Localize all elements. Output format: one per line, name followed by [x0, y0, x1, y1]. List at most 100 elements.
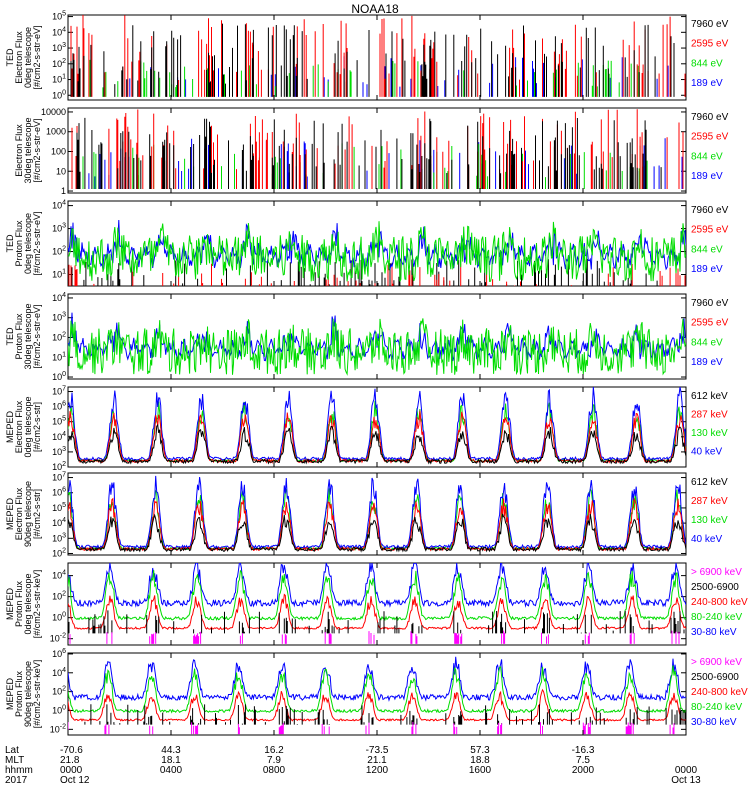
y-axis-label-line: Proton Flux [14, 220, 24, 267]
y-tick-label: 106 [52, 401, 66, 412]
y-axis-label-line: 30deg telescope [23, 117, 33, 183]
y-tick-label: 10 [56, 166, 66, 176]
x-row-label: MLT [5, 755, 24, 766]
series-2500-6900 [68, 704, 686, 725]
series-844ev [68, 221, 686, 283]
x-tick-label: 1600 [469, 765, 492, 776]
y-tick-label: 100 [51, 146, 66, 156]
y-axis-label-line: 90deg telescope [23, 481, 33, 547]
y-axis-label-line: 0deg telescope [23, 213, 33, 274]
legend-entry: 189 eV [691, 357, 723, 368]
y-tick-label: 103 [52, 446, 66, 457]
legend-entry: 2500-6900 [691, 672, 739, 683]
y-axis-label-line: [#/cm2-s-str-keV] [32, 570, 42, 639]
y-axis-label-line: Proton Flux [14, 670, 24, 717]
y-axis-label-line: Electron Flux [14, 31, 24, 84]
y-axis-label-line: [#/cm2-s-str-eV] [32, 304, 42, 368]
series-30-80kev [68, 563, 686, 608]
y-axis-label-line: 0deg telescope [23, 396, 33, 457]
x-tick-label: Oct 12 [60, 775, 90, 786]
legend-entry: 844 eV [691, 244, 723, 255]
y-axis-label-line: 0deg telescope [23, 27, 33, 88]
legend-entry: 189 eV [691, 78, 723, 89]
legend-entry: 287 keV [691, 409, 728, 420]
x-tick-label: 0800 [263, 765, 286, 776]
panel-traces [70, 15, 686, 97]
y-tick-label: 103 [52, 42, 66, 53]
series-7960ev [76, 117, 686, 189]
legend-entry: 30-80 keV [691, 627, 737, 638]
series-40kev [68, 387, 686, 462]
y-tick-label: 101 [52, 269, 66, 280]
x-tick-label: 21.8 [60, 755, 80, 766]
y-axis-label-line: Proton Flux [14, 580, 24, 627]
legend-entry: 612 keV [691, 477, 728, 488]
panel-2: 1 10 100 1000 10000 Electron Flux 30deg telesc… [14, 107, 729, 196]
y-tick-label: 104 [52, 517, 66, 528]
y-axis-label-line: [#/cm2-s-str-eV] [32, 25, 42, 89]
y-tick-label: 102 [52, 331, 66, 342]
series-844ev [68, 318, 686, 376]
y-axis-label-line: Electron Flux [14, 487, 24, 540]
legend-entry: 40 keV [691, 446, 722, 457]
y-tick-label: 100 [52, 371, 66, 382]
panel-3: 101 102 103 104 TED Proton Flux 0deg telescope… [5, 200, 729, 287]
legend-entry: 7960 eV [691, 298, 729, 309]
series-7960ev [70, 23, 675, 97]
legend-entry: 7960 eV [691, 112, 729, 123]
y-axis-label-line: Proton Flux [14, 313, 24, 360]
series-40kev [68, 475, 686, 550]
y-tick-label: 100 [52, 704, 66, 715]
legend-entry: 80-240 keV [691, 702, 742, 713]
x-tick-label: Oct 13 [671, 775, 701, 786]
y-axis-label-line: [#/cm2-s-str] [32, 402, 42, 452]
x-tick-label: 18.1 [161, 755, 181, 766]
y-tick-label: 106 [52, 648, 66, 659]
y-tick-label: 102 [52, 591, 66, 602]
panel-8: 10-2 100 102 104 106 MEPED Proton Flux 90deg te… [5, 648, 748, 736]
x-tick-label: 7.5 [576, 755, 590, 766]
y-tick-label: 102 [52, 246, 66, 257]
legend-entry: 189 eV [691, 171, 723, 182]
y-axis-label-line: [#/cm2-s-str-keV] [32, 660, 42, 729]
y-axis-label-line: [#/cm2-s-str-eV] [32, 211, 42, 275]
legend-entry: 2595 eV [691, 318, 729, 329]
legend-entry: > 6900 keV [691, 567, 742, 578]
y-tick-label: 100 [52, 89, 66, 100]
x-tick-label: 21.1 [367, 755, 387, 766]
panel-traces [68, 312, 686, 376]
series-240-800kev [68, 593, 686, 631]
panel-traces [68, 656, 686, 735]
panel-5: 102 103 104 105 106 107 MEPED Electron Flux 0deg… [5, 386, 728, 472]
legend-entry: 130 keV [691, 515, 728, 526]
legend-entry: 844 eV [691, 151, 723, 162]
y-axis-label-line: [#/cm2-s-str] [32, 489, 42, 539]
chart-title: NOAA18 [351, 2, 399, 16]
y-tick-label: 102 [52, 58, 66, 69]
legend-entry: 2500-6900 [691, 582, 739, 593]
y-axis-label-line: TED [5, 234, 15, 253]
panel-7: 10-2 100 102 104 MEPED Proton Flux 0deg telesc… [5, 562, 748, 646]
legend-entry: 844 eV [691, 58, 723, 69]
series-80-240kev [68, 569, 686, 622]
panel-frame [67, 562, 687, 646]
legend-entry: 40 keV [691, 534, 722, 545]
legend-entry: > 6900 keV [691, 657, 742, 668]
x-tick-label: 18.8 [470, 755, 490, 766]
y-tick-label: 104 [52, 200, 66, 211]
series-80-240kev [68, 665, 686, 714]
panel-traces [68, 563, 686, 644]
legend-entry: 240-800 keV [691, 597, 748, 608]
x-row-label: hhmm [5, 765, 33, 776]
legend-entry: 2595 eV [691, 132, 729, 143]
x-tick-label: 0000 [60, 765, 83, 776]
y-axis-label-line: MEPED [5, 588, 15, 621]
panel-4: 100 101 102 103 104 TED Proton Flux 30deg teles… [5, 292, 729, 382]
y-tick-label: 102 [52, 461, 66, 472]
panel-frame [67, 107, 687, 194]
y-tick-label: 104 [52, 26, 66, 37]
legend-entry: 2595 eV [691, 225, 729, 236]
y-tick-label: 100 [52, 612, 66, 623]
legend-entry: 30-80 keV [691, 717, 737, 728]
panel-traces [71, 109, 686, 189]
